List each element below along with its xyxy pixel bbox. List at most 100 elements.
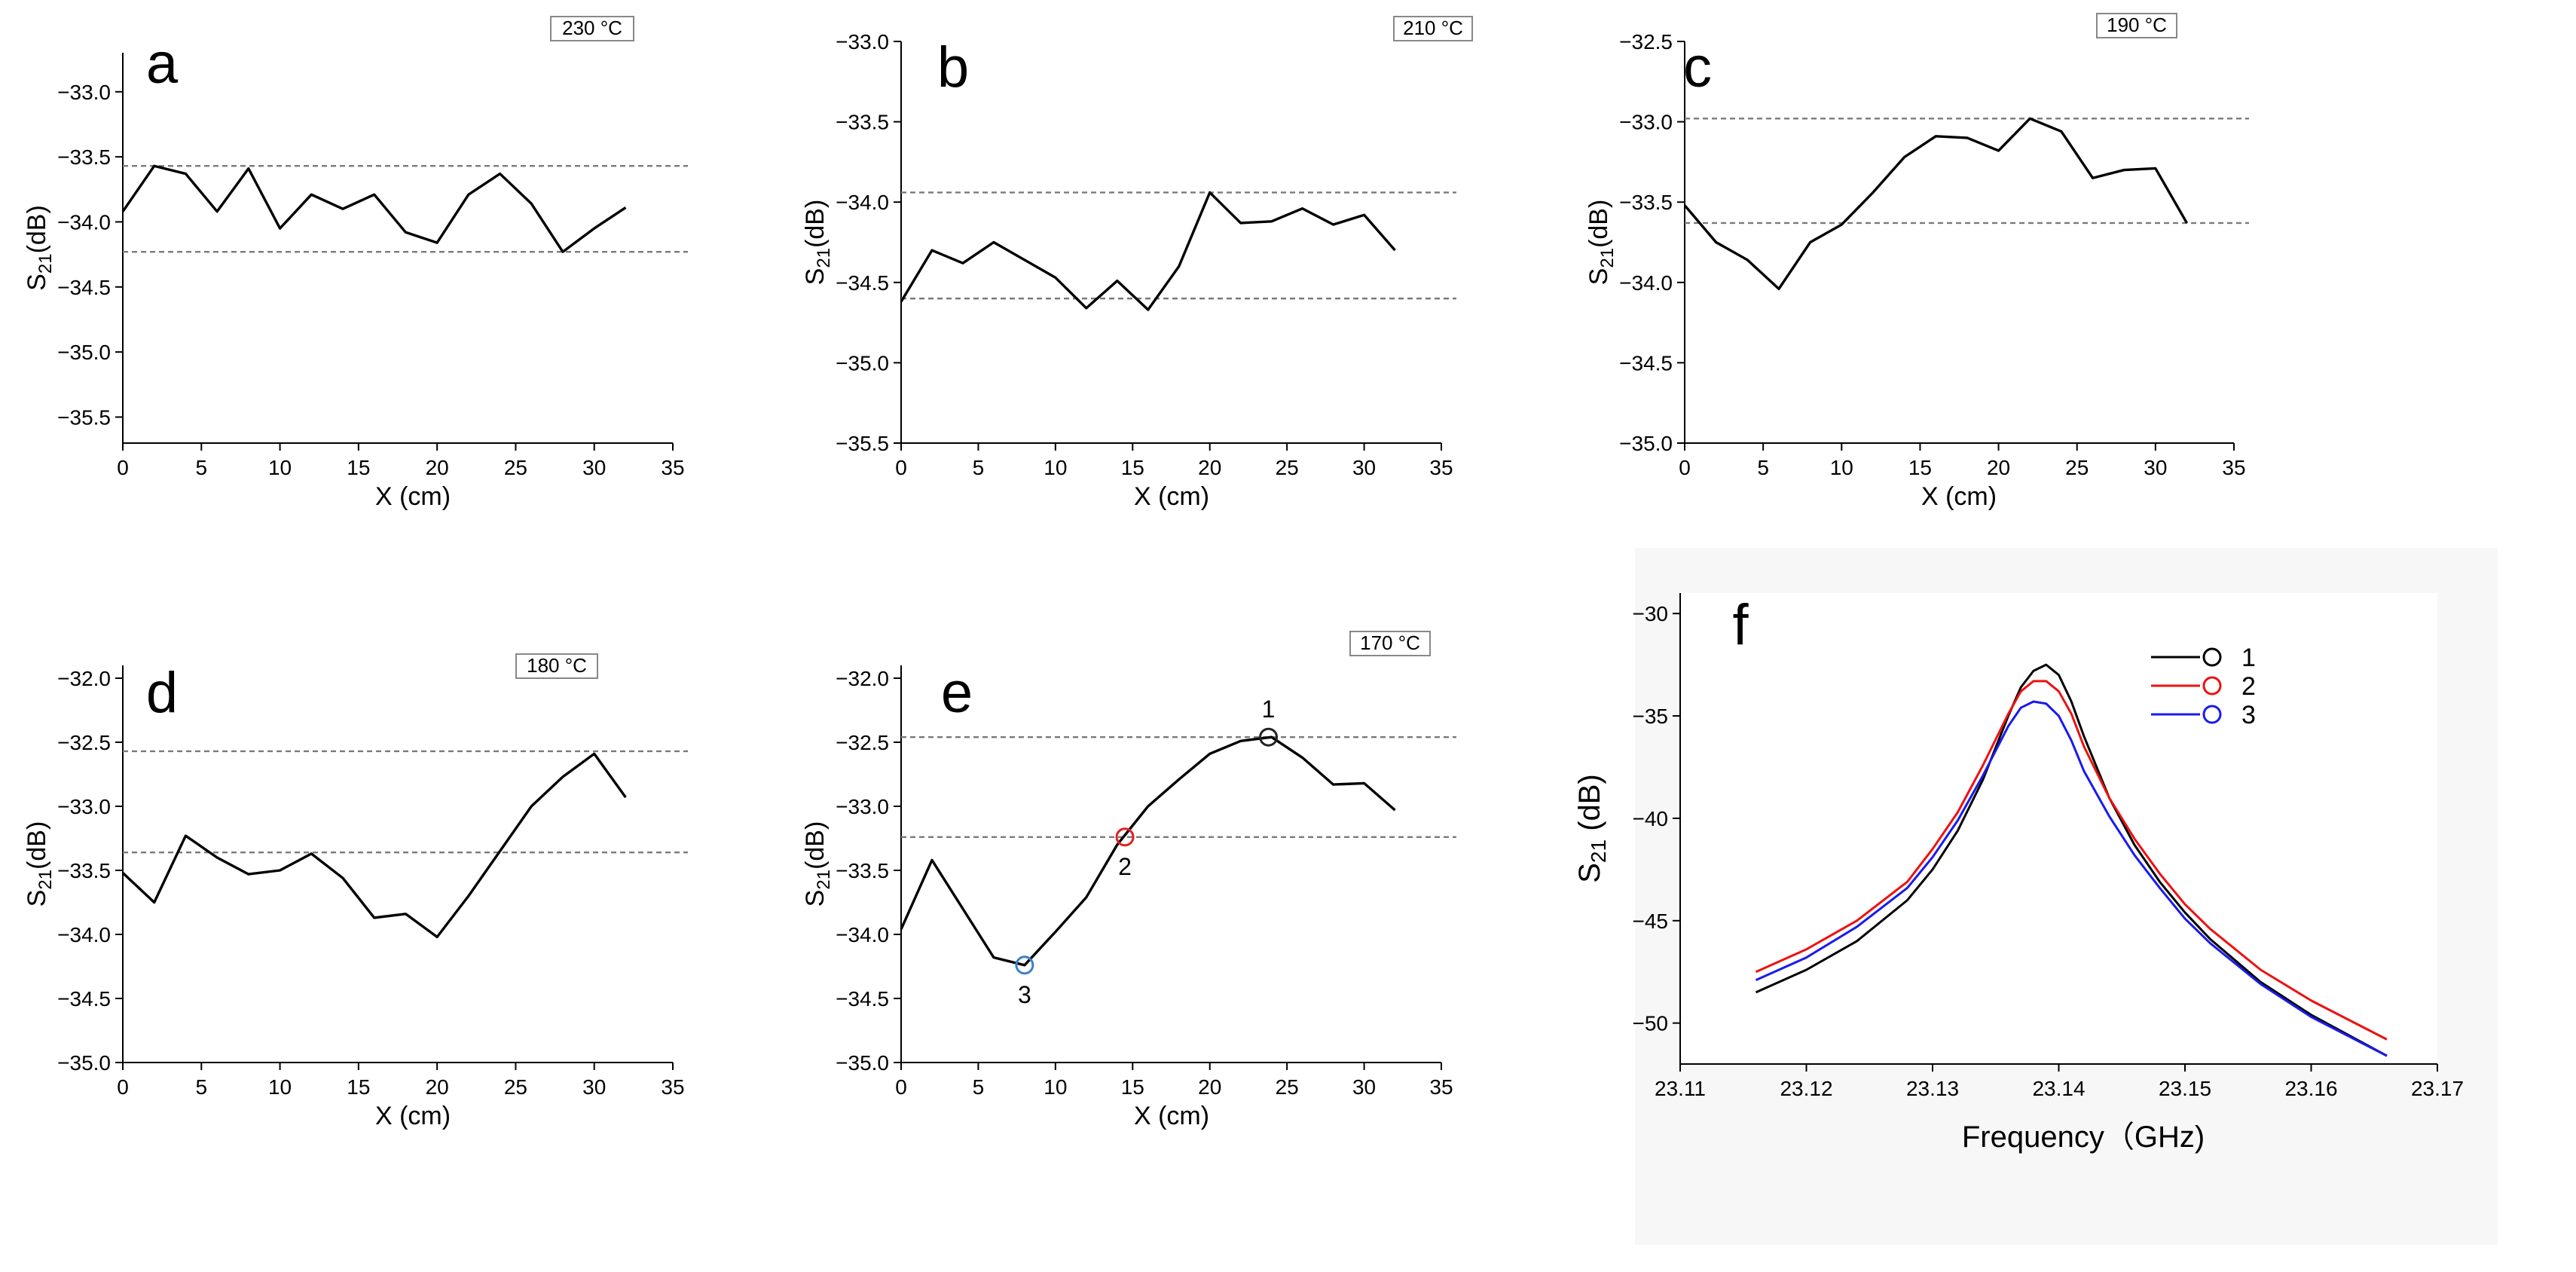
marker-1 [1259, 727, 1279, 747]
x-tick-label: 0 [895, 456, 907, 479]
panel-e: 0 5 10 15 20 25 30 35 −35.0 −34.5 −34.0 −33.5 −33.0 −… [801, 631, 1456, 1130]
x-tick-label: 5 [973, 456, 985, 479]
panel-label: f [1732, 593, 1749, 657]
x-tick-label: 35 [2222, 456, 2245, 479]
x-tick-label: 30 [1352, 456, 1376, 479]
series-line-1 [1755, 663, 2388, 1057]
series-line [900, 735, 1396, 967]
temperature-box [1393, 16, 1473, 41]
y-tick-label: −35.0 [57, 341, 111, 364]
panel-b: 0 5 10 15 20 25 30 35 −35.5 −35.0 −34.5 −34.0 −33.5 −… [801, 16, 1473, 511]
x-tick-label: 15 [347, 456, 370, 479]
y-tick-label: −33.5 [836, 859, 889, 882]
x-tick-label: 20 [1987, 456, 2010, 479]
legend-marker-3 [2202, 705, 2222, 724]
y-tick-label: −50 [1633, 1012, 1669, 1035]
y-tick-label: −33.0 [57, 81, 111, 104]
y-tick-label: −35.0 [836, 351, 889, 375]
y-tick-label: −35.0 [1619, 432, 1673, 455]
series-line-2 [1755, 680, 2388, 1041]
temperature-box [2096, 13, 2177, 38]
y-tick-label: −33.0 [1619, 111, 1673, 134]
x-tick-label: 5 [973, 1075, 985, 1099]
y-tick-label: −45 [1633, 910, 1669, 933]
x-tick-label: 0 [895, 1075, 907, 1099]
y-tick-label: −35.5 [836, 432, 889, 455]
x-tick-label: 35 [1429, 456, 1453, 479]
series-line [121, 164, 627, 253]
x-tick-label: 20 [1198, 1075, 1221, 1099]
x-tick-label: 30 [582, 1075, 606, 1099]
y-tick-label: −32.0 [836, 667, 889, 690]
x-tick-label: 30 [582, 456, 606, 479]
x-tick-label: 25 [1276, 1075, 1299, 1099]
y-tick-label: −32.5 [1619, 30, 1673, 54]
x-tick-label: 25 [1276, 456, 1299, 479]
x-tick-label: 35 [661, 1075, 684, 1099]
x-tick-label: 23.12 [1780, 1077, 1832, 1100]
y-tick-label: −33.5 [1619, 191, 1673, 214]
y-axis-label: S21(dB) [801, 821, 834, 907]
x-tick-label: 15 [347, 1075, 370, 1099]
y-tick-label: −33.0 [57, 795, 111, 818]
panel-c: 0 5 10 15 20 25 30 35 −35.0 −34.5 −34.0 −33.5 −33.0 −… [1584, 13, 2249, 511]
temperature-label: 190 °C [2107, 14, 2167, 36]
x-tick-label: 35 [661, 456, 684, 479]
marker-2 [1115, 827, 1135, 847]
y-axis-label: S21(dB) [1584, 200, 1618, 286]
marker-label-3: 3 [1018, 981, 1031, 1008]
y-tick-label: −34.0 [57, 923, 111, 946]
y-tick-label: −34.5 [836, 271, 889, 295]
y-tick-label: −34.0 [836, 191, 889, 214]
x-tick-label: 25 [2065, 456, 2089, 479]
series-line [900, 191, 1396, 311]
panel-label: a [146, 32, 179, 96]
y-tick-label: −35 [1633, 705, 1669, 728]
panel-label: b [937, 35, 969, 99]
x-tick-label: 23.16 [2284, 1077, 2337, 1100]
x-axis-label: X (cm) [375, 482, 451, 511]
y-tick-label: −33.0 [836, 795, 889, 818]
y-axis-label: S21(dB) [801, 200, 834, 286]
temperature-box [550, 16, 634, 41]
y-tick-label: −34.5 [57, 987, 111, 1011]
x-tick-label: 5 [195, 1075, 207, 1099]
temperature-label: 230 °C [562, 17, 622, 39]
y-tick-label: −33.5 [57, 859, 111, 882]
legend-label-3: 3 [2241, 701, 2256, 729]
x-tick-label: 23.13 [1906, 1077, 1959, 1100]
x-axis-label: X (cm) [1921, 482, 1997, 511]
x-tick-label: 20 [1198, 456, 1221, 479]
x-tick-label: 25 [504, 1075, 527, 1099]
panel-label: e [941, 661, 973, 725]
x-tick-label: 0 [117, 456, 129, 479]
y-tick-label: −33.0 [836, 30, 889, 54]
y-tick-label: −32.5 [57, 731, 111, 754]
x-tick-label: 23.11 [1655, 1077, 1706, 1100]
marker-label-2: 2 [1118, 853, 1132, 880]
y-tick-label: −34.0 [57, 210, 111, 234]
x-tick-label: 5 [195, 456, 207, 479]
y-tick-label: −33.5 [836, 111, 889, 134]
series-line [121, 752, 627, 939]
y-axis-label: S21(dB) [23, 205, 56, 291]
temperature-label: 180 °C [527, 654, 587, 677]
marker-3 [1015, 956, 1034, 975]
legend-marker-1 [2202, 647, 2222, 667]
x-tick-label: 10 [1044, 1075, 1067, 1099]
legend-label-1: 1 [2241, 644, 2256, 672]
legend-marker-2 [2202, 676, 2222, 696]
panel-d: 0 5 10 15 20 25 30 35 −35.0 −34.5 −34.0 −33.5 −33.0 −… [23, 653, 688, 1130]
panel-label: c [1683, 35, 1712, 99]
x-tick-label: 23.14 [2032, 1077, 2085, 1100]
x-tick-label: 10 [268, 456, 292, 479]
y-tick-label: −34.5 [836, 987, 889, 1011]
y-tick-label: −30 [1633, 602, 1669, 625]
marker-label-1: 1 [1262, 696, 1276, 723]
x-tick-label: 30 [2144, 456, 2167, 479]
temperature-label: 210 °C [1403, 17, 1463, 39]
y-tick-label: −35.0 [836, 1051, 889, 1075]
y-tick-label: −35.0 [57, 1051, 111, 1075]
x-tick-label: 15 [1908, 456, 1932, 479]
